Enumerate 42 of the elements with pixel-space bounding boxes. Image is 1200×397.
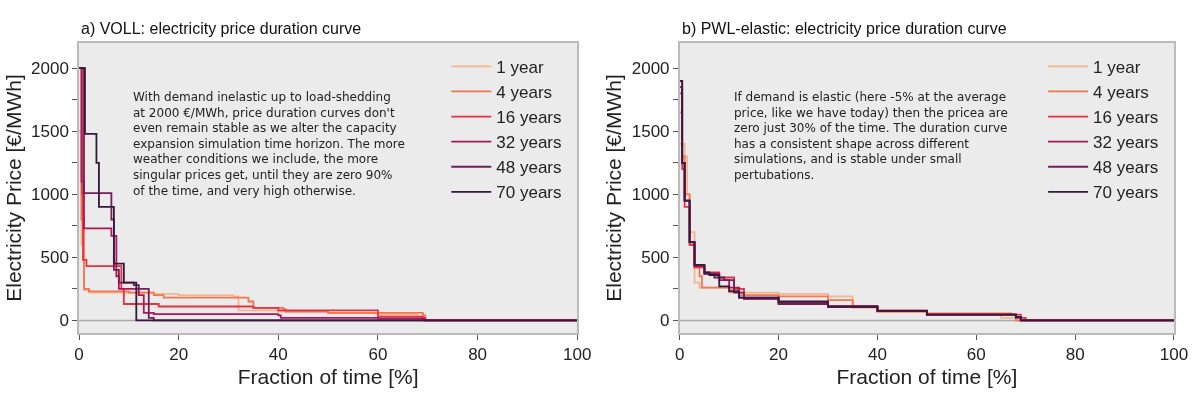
x-tick-label: 80 [468,345,488,365]
x-tick-label: 40 [268,345,288,365]
y-tick-label: 0 [660,311,670,331]
y-tick-label: 500 [40,248,69,268]
x-tick-label: 80 [1065,345,1085,365]
annotation: With demand inelastic up to load-shedding at 2000 €/MWh, price duration curves don't even remain stable as we alter the capacity expansion simulation time horizon. The more weather conditions we include, the more singular prices get, until they are zero 90% of the time, and very high otherwise. [133,90,405,198]
legend-label: 48 years [496,158,562,178]
y-tick-label: 1500 [31,122,69,142]
x-axis-title: Fraction of time [%] [836,364,1018,388]
y-tick-label: 500 [641,248,670,268]
x-tick-label: 60 [368,345,388,365]
legend-label: 1 year [1093,57,1141,77]
y-tick-label: 1500 [631,122,670,142]
legend-label: 32 years [1093,133,1159,153]
x-tick-label: 40 [867,345,887,365]
legend-label: 16 years [496,108,562,128]
x-tick-label: 100 [1159,345,1189,365]
legend-label: 48 years [1093,158,1159,178]
legend-label: 70 years [496,183,562,203]
annotation: If demand is elastic (here -5% at the average price, like we have today) then the pricea are zero just 30% of the time. The duration curve has a consistent shape across different simulations, and is stable under small pertubations. [734,90,1008,182]
chart-title: a) VOLL: electricity price duration curve [81,20,362,37]
x-tick-label: 0 [74,345,84,365]
x-tick-label: 20 [169,345,189,365]
y-tick-label: 2000 [631,59,670,79]
y-tick-label: 2000 [31,59,69,79]
x-tick-label: 20 [769,345,789,365]
x-axis-title: Fraction of time [%] [237,364,419,388]
x-tick-label: 100 [563,345,592,365]
chart-title: b) PWL-elastic: electricity price duration curve [682,20,1007,37]
legend-label: 1 year [496,57,544,77]
y-tick-label: 1000 [31,185,69,205]
legend-label: 70 years [1093,183,1159,203]
legend-label: 4 years [1093,83,1149,103]
legend-label: 32 years [496,133,562,153]
y-tick-label: 1000 [631,185,670,205]
y-axis-title: Electricity Price [€/MWh] [602,74,626,302]
x-tick-label: 60 [966,345,986,365]
legend-label: 16 years [1093,108,1159,128]
x-tick-label: 0 [674,345,685,365]
legend-label: 4 years [496,83,553,103]
y-tick-label: 0 [59,311,69,331]
y-axis-title: Electricity Price [€/MWh] [1,74,25,302]
